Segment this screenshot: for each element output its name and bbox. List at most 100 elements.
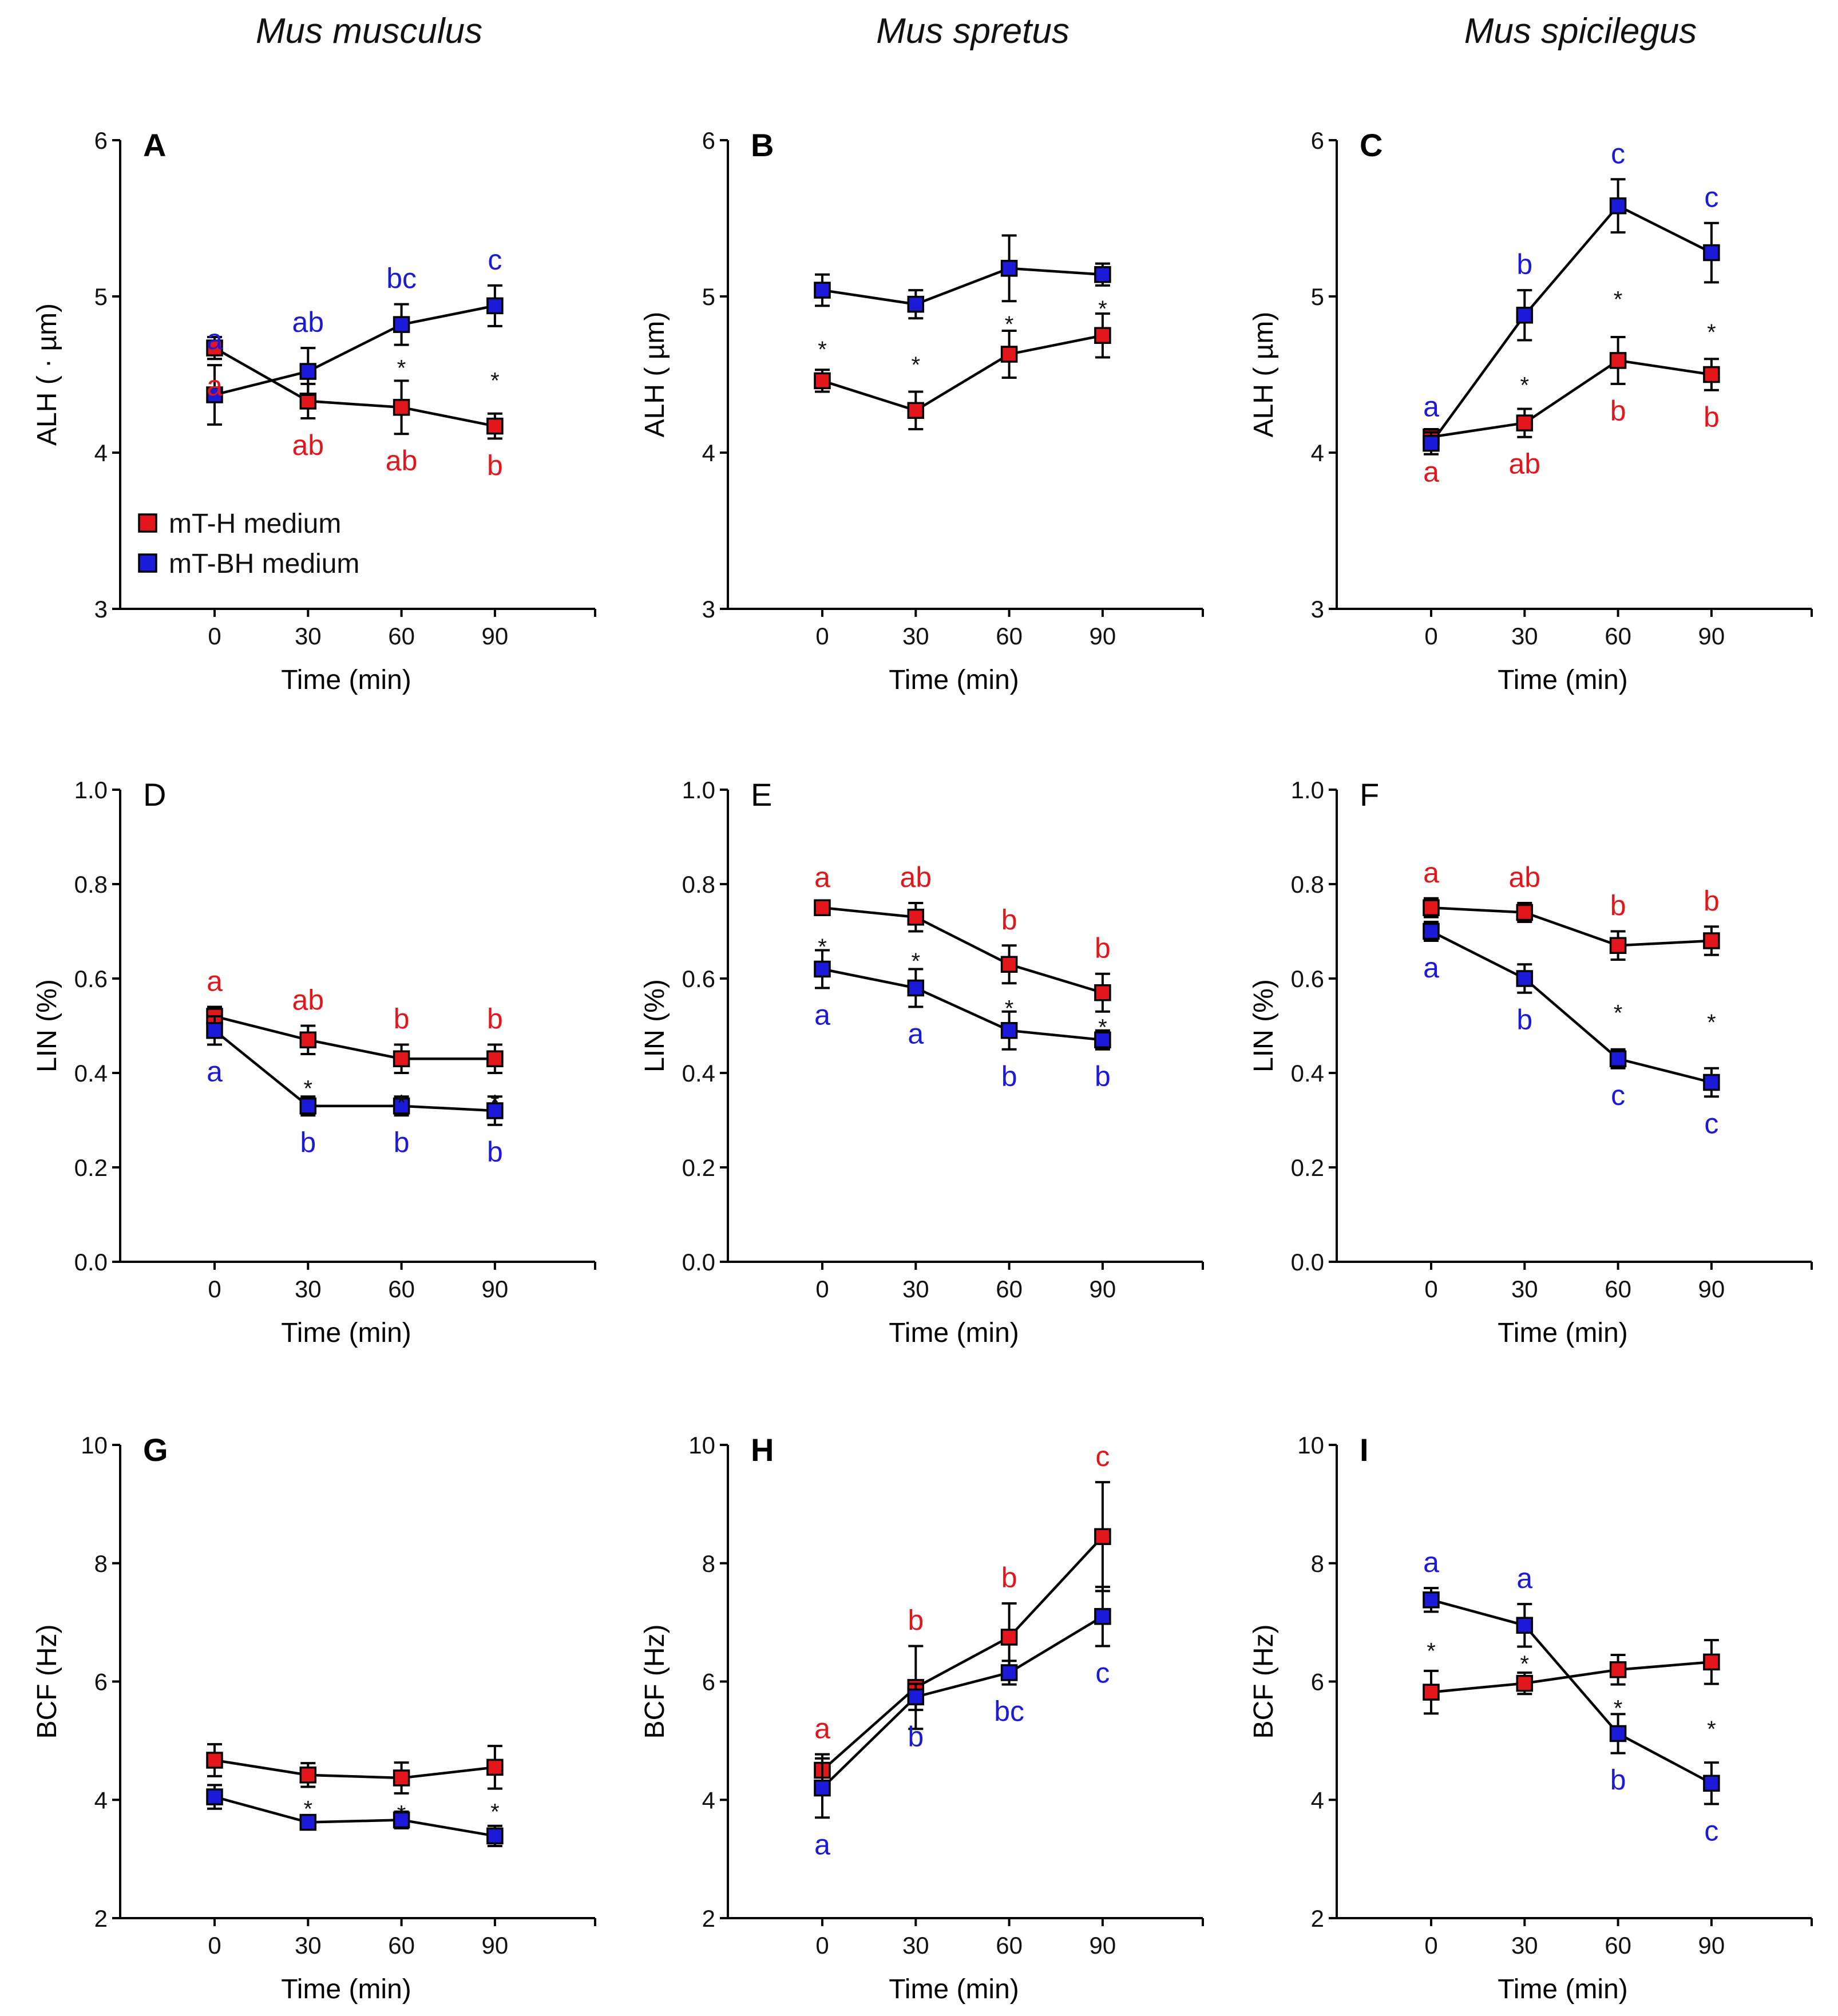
group-letter-mtH: b [1001,904,1017,936]
y-tick-label: 0.4 [1291,1060,1324,1087]
data-point-mtH [1703,366,1720,383]
panel-label: C [1360,127,1383,163]
group-letter-mtH: b [1610,890,1626,922]
significance-asterisk: * [912,352,921,378]
y-axis-title: LIN (%) [1249,979,1279,1072]
group-letter-mtBH: b [908,1721,924,1753]
panel-G: 2 4 6 8 10 0 30 60 90 Time (min) BCF (Hz) G * * * [32,1432,596,2005]
series-line-mtH [1431,906,1712,947]
y-tick-label: 10 [81,1432,108,1459]
x-tick-label: 30 [1511,1932,1538,1959]
data-point-mtBH [299,1813,317,1831]
group-letter-mtBH: c [1704,1107,1718,1139]
y-tick-label: 0.8 [74,871,108,898]
y-tick-label: 1.0 [74,777,108,803]
x-tick-label: 30 [902,1932,929,1959]
data-point-mtBH [1609,1050,1627,1067]
group-letter-mtH: ab [386,445,418,477]
y-tick-label: 6 [94,1669,108,1696]
group-letter-mtBH: c [488,244,502,276]
group-letter-mtBH: a [207,1056,223,1088]
y-tick-label: 6 [1311,127,1324,154]
data-point-mtH [1000,956,1018,973]
data-point-mtH [1609,352,1627,369]
group-letter-mtH: a [1423,857,1439,889]
group-letter-mtBH: c [1095,1657,1110,1689]
group-letter-mtBH: b [394,1126,410,1158]
significance-asterisk: * [304,1076,313,1102]
y-axis-title: ALH ( µm) [640,312,670,438]
panel-label: E [751,777,772,813]
series-line-mtBH [822,968,1103,1041]
panel-I: 2 4 6 8 10 0 30 60 90 Time (min) BCF (Hz) Ia a b c * * * * [1249,1432,1813,2005]
significance-asterisk: * [1005,312,1014,337]
data-point-mtH [1094,984,1111,1001]
series-line-mtBH [1430,204,1712,444]
y-axis-title: BCF (Hz) [1249,1625,1279,1739]
legend-label-mtH: mT-H medium [169,509,341,539]
group-letter-mtBH: ab [292,306,324,338]
significance-asterisk: * [1520,373,1530,398]
y-tick-label: 0.2 [74,1154,108,1181]
y-tick-label: 2 [94,1905,108,1932]
x-axis-title: Time (min) [281,1318,411,1348]
y-tick-label: 0.6 [74,965,108,992]
y-tick-label: 3 [1311,596,1324,623]
y-axis-title: LIN (%) [32,979,62,1072]
panel-F: 0.0 0.2 0.4 0.6 0.8 1.0 0 30 60 90 Time (min) LIN (… [1249,777,1813,1348]
series-line-mtBH [821,1615,1104,1789]
panel-E: 0.0 0.2 0.4 0.6 0.8 1.0 0 30 60 90 Time (min) LIN (… [640,777,1204,1348]
y-tick-label: 0.2 [1291,1154,1324,1181]
data-point-mtH [393,1050,410,1067]
group-letter-mtH: a [814,1713,830,1745]
group-letter-mtH: b [1095,932,1111,964]
y-tick-label: 4 [702,1787,715,1813]
data-point-mtH [1000,346,1018,363]
data-point-mtBH [206,1022,223,1039]
group-letter-mtH: a [207,965,223,997]
significance-asterisk: * [397,1090,406,1115]
data-point-mtBH [486,1827,504,1845]
data-point-mtBH [299,1098,317,1115]
group-letter-mtBH: a [1423,391,1439,423]
x-axis-title: Time (min) [889,1318,1019,1348]
data-point-mtBH [393,316,410,333]
data-point-mtBH [1000,260,1018,277]
significance-asterisk: * [1520,1651,1530,1677]
x-tick-label: 90 [482,1276,509,1302]
group-letter-mtH: a [1423,456,1439,488]
data-point-mtH [486,417,504,435]
x-tick-label: 30 [295,1276,322,1302]
data-point-mtH [907,909,925,926]
x-axis-title: Time (min) [1498,1318,1628,1348]
y-tick-label: 10 [1297,1432,1324,1459]
y-tick-label: 0.0 [1291,1249,1324,1276]
group-letter-mtBH: b [300,1126,316,1158]
y-axis-title: BCF (Hz) [640,1625,670,1739]
series-line-mtH [214,1758,496,1780]
series-line-mtH [822,906,1103,994]
x-axis-title: Time (min) [1498,665,1628,695]
x-tick-label: 30 [1511,1276,1538,1302]
group-letter-mtH: a [814,861,830,893]
y-tick-label: 0.0 [74,1249,108,1276]
significance-asterisk: * [912,949,921,974]
significance-asterisk: * [1098,296,1107,322]
significance-asterisk: * [818,337,827,362]
significance-asterisk: * [1614,287,1623,312]
data-point-mtBH [1703,1775,1720,1792]
data-point-mtH [1516,904,1534,921]
x-tick-label: 90 [482,623,509,649]
series-line-mtH [1431,1661,1712,1694]
y-tick-label: 6 [94,127,108,154]
group-letter-mtH: b [1704,401,1720,433]
data-point-mtBH [1516,1617,1534,1634]
data-point-mtBH [814,282,831,299]
group-letter-mtBH: bc [994,1696,1024,1728]
x-tick-label: 30 [295,1932,322,1959]
group-letter-mtH: ab [1508,861,1540,893]
data-point-mtH [393,1769,410,1787]
data-point-mtH [1703,1653,1720,1671]
